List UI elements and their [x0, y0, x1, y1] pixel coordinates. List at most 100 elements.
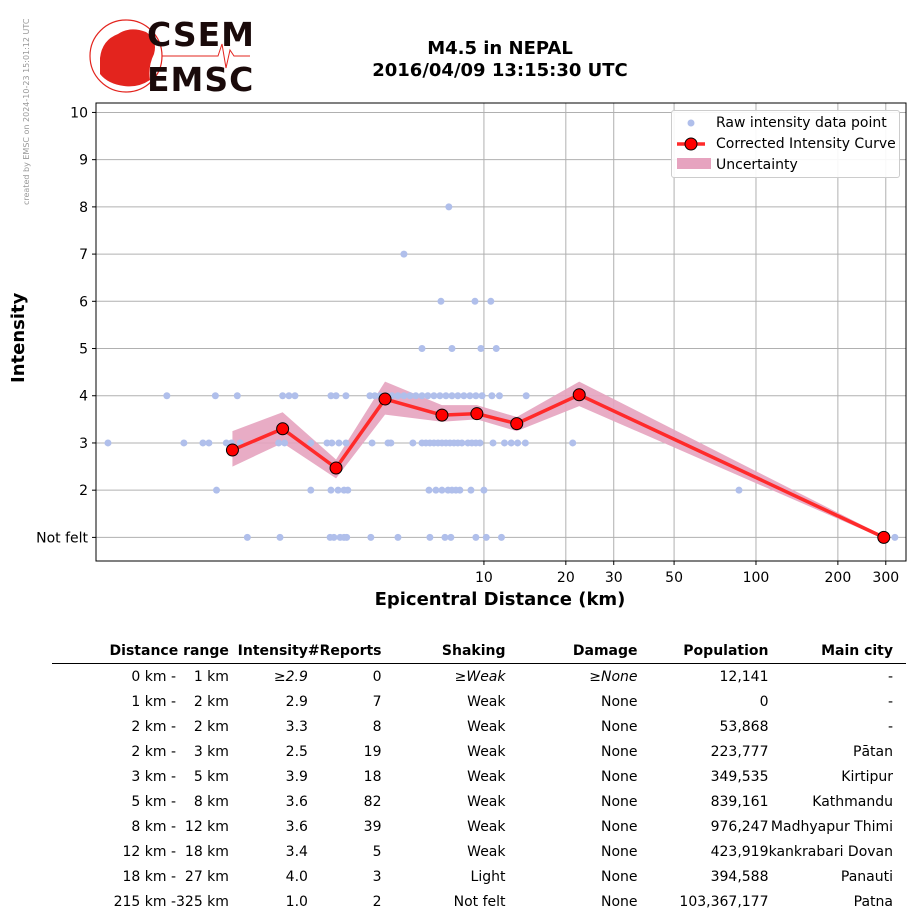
intensity: ≥2.9	[273, 668, 308, 685]
raw-data-point	[735, 486, 743, 494]
raw-data-point	[472, 392, 480, 400]
raw-data-point	[489, 439, 497, 447]
reports: 19	[363, 743, 382, 760]
main-city: Kathmandu	[812, 793, 893, 810]
damage: None	[600, 843, 638, 860]
raw-data-point	[448, 392, 456, 400]
raw-data-point	[406, 392, 414, 400]
header-distance: Distance range	[52, 640, 229, 664]
table-row: 18 km - 27 km 4.0 3 Light None 394,588 Panauti	[52, 864, 906, 889]
header-shaking: Shaking	[381, 640, 506, 664]
shaking: Weak	[467, 843, 506, 860]
legend-raw: Raw intensity data point	[716, 115, 887, 131]
raw-data-point	[522, 392, 530, 400]
distance-from: 0 km -	[131, 668, 176, 685]
raw-data-point	[285, 392, 293, 400]
logo-text-csem: CSEM	[147, 15, 255, 54]
shaking: Not felt	[453, 893, 506, 910]
curve-point	[470, 407, 484, 421]
raw-data-point	[476, 439, 484, 447]
raw-data-point	[458, 439, 466, 447]
shaking: Weak	[467, 718, 506, 735]
y-tick-label: 5	[79, 342, 88, 358]
population: 394,588	[710, 868, 769, 885]
raw-data-point	[447, 533, 455, 541]
population: 349,535	[710, 768, 769, 785]
raw-data-point	[328, 439, 336, 447]
raw-data-point	[211, 392, 219, 400]
curve-point	[510, 417, 524, 431]
legend-band-swatch	[677, 158, 711, 169]
population: 839,161	[710, 793, 769, 810]
raw-data-point	[366, 392, 374, 400]
table-row: 2 km - 2 km 3.3 8 Weak None 53,868 -	[52, 714, 906, 739]
raw-data-point	[437, 297, 445, 305]
raw-data-point	[430, 392, 438, 400]
population: 976,247	[710, 818, 769, 835]
y-axis-label: Intensity	[8, 292, 29, 383]
intensity: 4.0	[285, 868, 308, 885]
title-datetime: 2016/04/09 13:15:30 UTC	[372, 60, 628, 81]
raw-data-point	[467, 486, 475, 494]
raw-data-point	[367, 533, 375, 541]
distance-from: 1 km -	[131, 693, 176, 710]
y-tick-label: Not felt	[36, 530, 88, 546]
raw-data-point	[514, 439, 522, 447]
raw-data-point	[500, 439, 508, 447]
reports: 7	[372, 693, 382, 710]
reports: 8	[372, 718, 382, 735]
raw-data-point	[492, 345, 500, 353]
raw-data-point	[394, 392, 402, 400]
shaking: Weak	[467, 793, 506, 810]
curve-point	[225, 443, 239, 457]
curve-point	[572, 388, 586, 402]
raw-data-point	[233, 392, 241, 400]
raw-data-point	[460, 392, 468, 400]
x-tick-label: 20	[557, 570, 575, 586]
population: 0	[759, 693, 769, 710]
population: 423,919	[710, 843, 769, 860]
raw-data-point	[291, 392, 299, 400]
raw-data-point	[454, 392, 462, 400]
raw-data-point	[477, 345, 485, 353]
raw-data-point	[472, 533, 480, 541]
raw-data-point	[466, 392, 474, 400]
main-city: Pātan	[853, 743, 893, 760]
raw-data-point	[344, 486, 352, 494]
main-city: kankrabari Dovan	[768, 843, 893, 860]
x-tick-label: 100	[743, 570, 770, 586]
damage: None	[600, 893, 638, 910]
raw-data-point	[438, 486, 446, 494]
raw-data-point	[418, 345, 426, 353]
raw-data-point	[205, 439, 213, 447]
y-tick-label: 10	[70, 105, 88, 121]
distance-to: 3 km	[193, 743, 229, 760]
legend-curve-marker	[684, 137, 698, 151]
table-row: 5 km - 8 km 3.6 82 Weak None 839,161 Kathmandu	[52, 789, 906, 814]
main-city: Madhyapur Thimi	[770, 818, 893, 835]
shaking: Weak	[467, 693, 506, 710]
curve-point	[378, 392, 392, 406]
damage: None	[600, 868, 638, 885]
raw-data-point	[424, 392, 432, 400]
raw-data-point	[495, 392, 503, 400]
raw-data-point	[471, 297, 479, 305]
raw-data-point	[445, 203, 453, 211]
raw-data-point	[323, 439, 331, 447]
damage: None	[600, 818, 638, 835]
main-city: -	[887, 718, 893, 735]
raw-data-point	[448, 345, 456, 353]
logo-text-emsc: EMSC	[147, 60, 255, 99]
uncertainty-band	[232, 381, 884, 539]
y-tick-label: 9	[79, 153, 88, 169]
reports: 5	[372, 843, 382, 860]
raw-data-point	[307, 439, 315, 447]
raw-data-point	[342, 392, 350, 400]
raw-data-point	[488, 392, 496, 400]
globe-logo-icon	[89, 19, 250, 93]
raw-data-point	[569, 439, 577, 447]
raw-data-point	[478, 392, 486, 400]
shaking: Weak	[467, 743, 506, 760]
y-tick-label: 2	[79, 483, 88, 499]
curve-point	[276, 422, 290, 436]
